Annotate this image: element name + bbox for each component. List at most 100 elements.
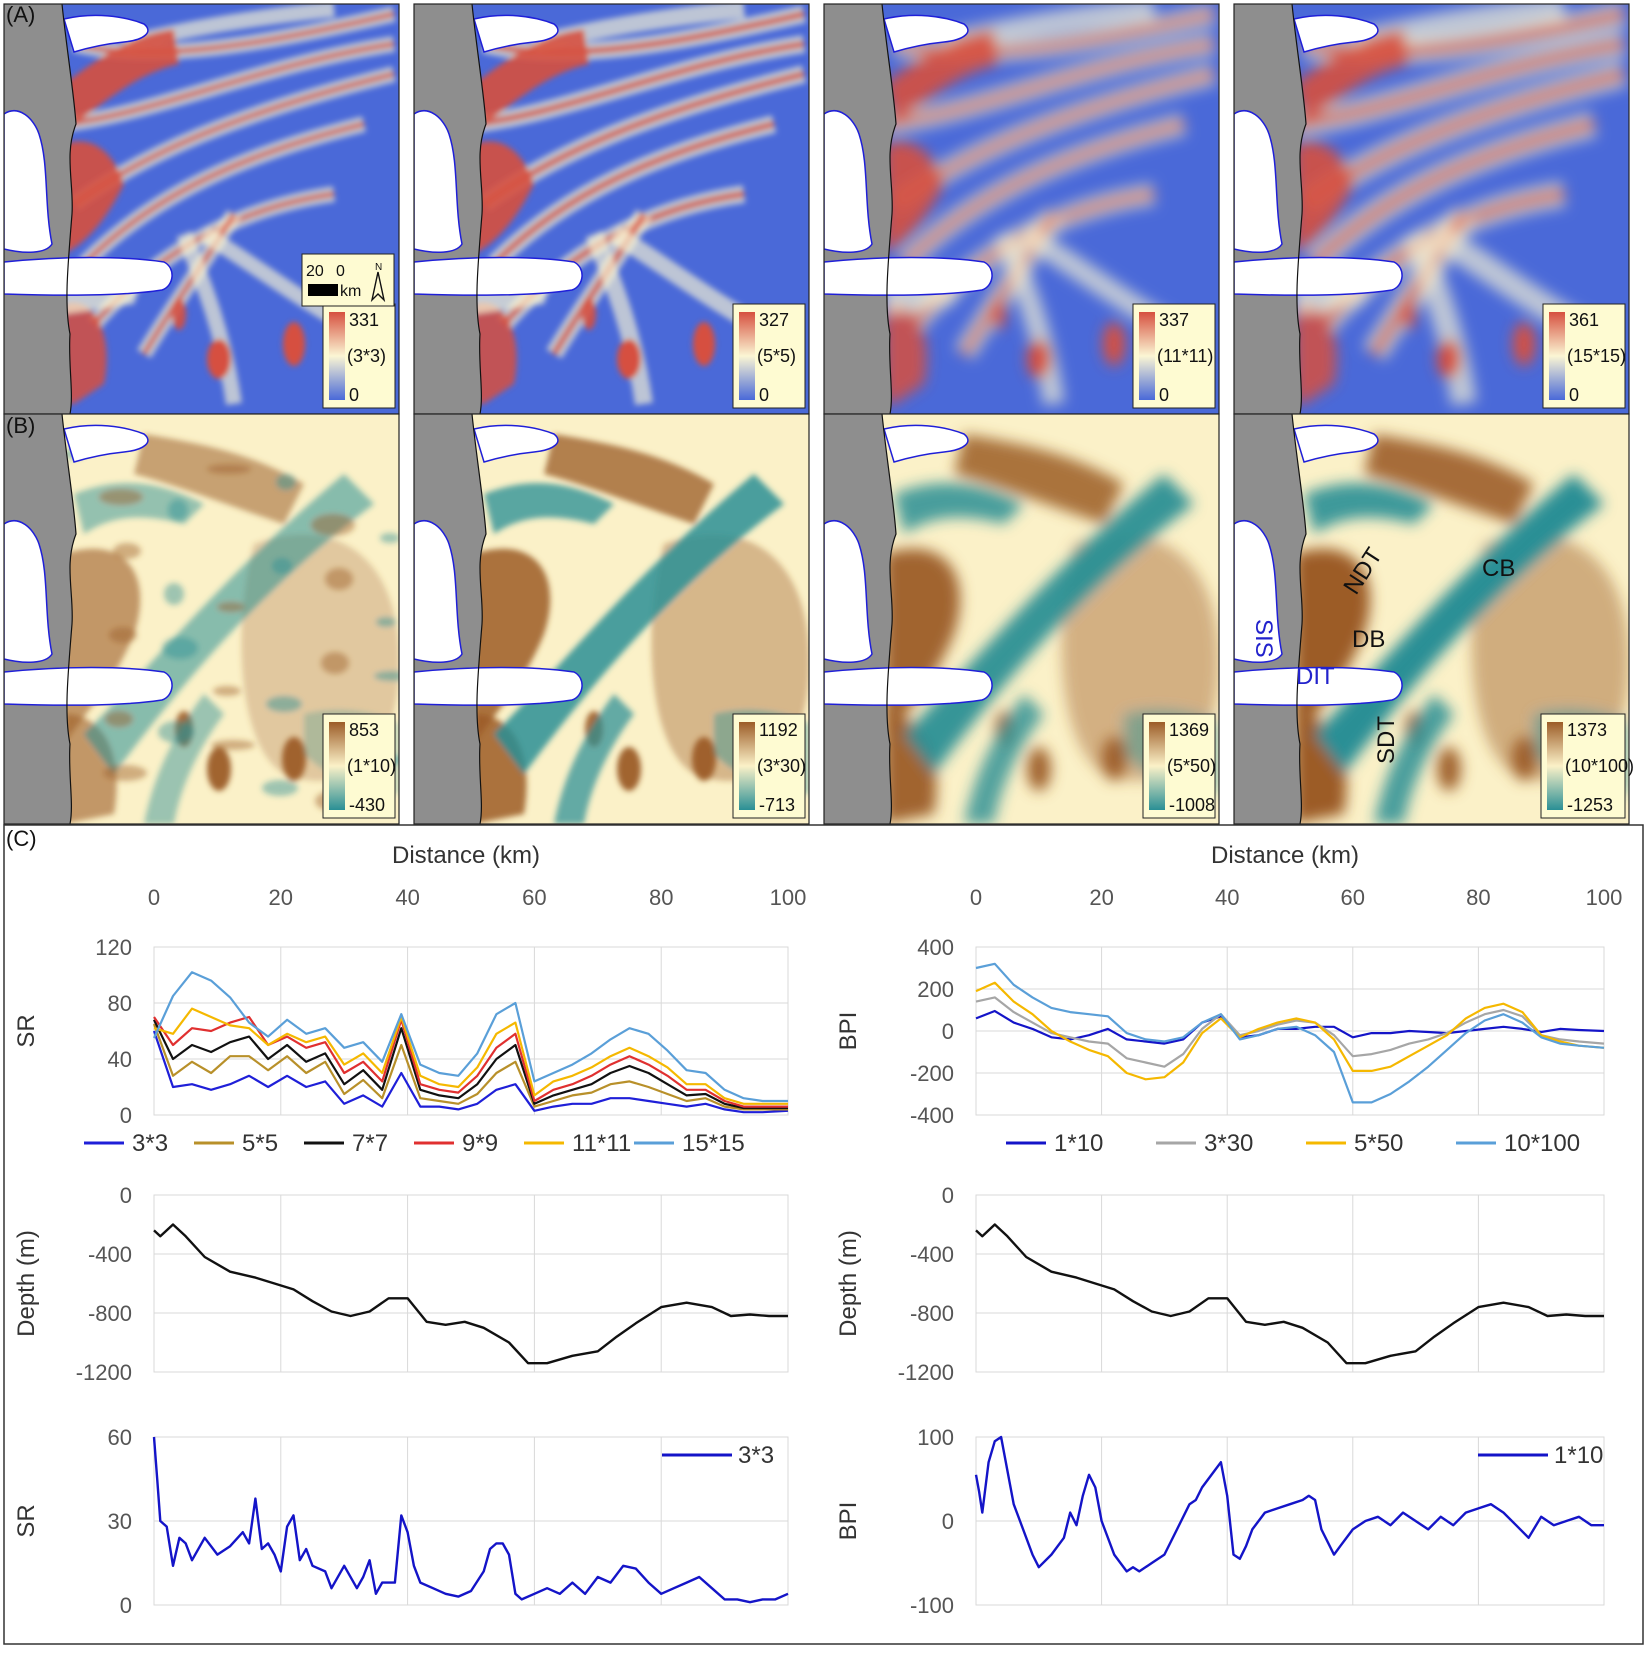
ice-tongue-dit xyxy=(414,256,583,296)
bpi-map-3: 1369 (5*50) -1008 xyxy=(823,413,1220,825)
colorbar-window: (5*5) xyxy=(757,346,796,366)
legend-label-1*10: 1*10 xyxy=(1554,1442,1603,1469)
colorbar-min: -1008 xyxy=(1169,795,1215,815)
y-tick-label: 0 xyxy=(942,1183,954,1208)
colorbar-min: -713 xyxy=(759,795,795,815)
ice-shelf-sis xyxy=(824,520,873,664)
y-tick-label: 30 xyxy=(108,1509,132,1534)
scale-unit: km xyxy=(340,283,361,300)
colorbar-legend: 1373 (10*100) -1253 xyxy=(1540,713,1634,819)
y-tick-label: 40 xyxy=(108,1047,132,1072)
y-tick-label: 0 xyxy=(120,1103,132,1128)
series-line-9*9 xyxy=(153,1015,788,1108)
ice-shelf-north xyxy=(473,424,559,463)
y-tick-label: -1200 xyxy=(76,1360,132,1385)
y-tick-label: -800 xyxy=(88,1301,132,1326)
legend-label-11*11: 11*11 xyxy=(572,1130,631,1157)
colorbar-legend: 853 (1*10) -430 xyxy=(322,713,396,819)
x-axis-title: Distance (km) xyxy=(1211,842,1359,869)
ice-tongue-dit xyxy=(414,666,583,706)
series-line-7*7 xyxy=(153,1019,788,1110)
y-tick-label: 0 xyxy=(120,1593,132,1618)
coastline xyxy=(61,414,77,824)
colorbar-max: 1369 xyxy=(1169,720,1209,740)
ice-shelf-north xyxy=(883,424,969,463)
chart-legend: 1*10 xyxy=(1478,1442,1603,1469)
series-line-11*11 xyxy=(153,1007,788,1105)
colorbar-legend: 1192 (3*30) -713 xyxy=(732,713,806,819)
colorbar-max: 361 xyxy=(1569,310,1599,330)
panel-label-a: (A) xyxy=(6,2,36,27)
series-line-5*5 xyxy=(152,1023,788,1111)
ice-shelf-sis xyxy=(414,110,463,254)
colorbar-window: (10*100) xyxy=(1565,756,1634,776)
colorbar-legend: 337 (11*11) 0 xyxy=(1132,303,1216,409)
colorbar-ramp xyxy=(1139,312,1155,400)
chart-grid xyxy=(975,946,1605,1116)
legend-label-1*10: 1*10 xyxy=(1054,1130,1103,1157)
ice-shelf-sis xyxy=(824,110,873,254)
series-line-Depth xyxy=(153,1223,788,1365)
scale-right: 0 xyxy=(336,263,345,280)
bpi-map-2: 1192 (3*30) -713 xyxy=(413,413,810,825)
legend-label-5*50: 5*50 xyxy=(1354,1130,1403,1157)
feature-label-db: DB xyxy=(1352,626,1385,653)
x-tick-label: 80 xyxy=(1466,885,1490,910)
colorbar-legend: 361 (15*15) 0 xyxy=(1542,303,1626,409)
y-tick-label: 200 xyxy=(917,977,954,1002)
colorbar-max: 1192 xyxy=(759,720,798,740)
x-axis-title: Distance (km) xyxy=(392,842,540,869)
y-tick-label: -800 xyxy=(910,1301,954,1326)
ice-tongue-dit xyxy=(4,256,173,296)
colorbar-max: 331 xyxy=(349,310,379,330)
colorbar-window: (3*30) xyxy=(757,756,806,776)
feature-label-sis: SIS xyxy=(1250,619,1277,658)
sr-map-3: 337 (11*11) 0 xyxy=(823,3,1220,415)
chart-grid xyxy=(975,1436,1605,1606)
y-axis-title: BPI xyxy=(835,1502,862,1541)
chart-bpi_1x10: -100 0 100 BPI 1*10 xyxy=(835,1425,1605,1618)
series-line-5*50 xyxy=(975,981,1605,1081)
chart-grid xyxy=(153,1194,789,1373)
colorbar-ramp xyxy=(1149,722,1165,810)
coastline xyxy=(1291,4,1307,414)
colorbar-window: (3*3) xyxy=(347,346,386,366)
coastline xyxy=(1291,414,1307,824)
north-arrow-icon xyxy=(370,271,386,303)
feature-label-sdt: SDT xyxy=(1373,716,1400,764)
map-texture xyxy=(474,434,809,824)
sr-map-2: 327 (5*5) 0 xyxy=(413,3,810,415)
ice-shelf-sis xyxy=(1234,520,1283,664)
y-tick-label: 400 xyxy=(917,935,954,960)
colorbar-ramp xyxy=(1547,722,1563,810)
legend-label-15*15: 15*15 xyxy=(682,1130,745,1157)
panel-c-frame xyxy=(3,824,1644,1645)
series-line-3*3 xyxy=(152,1030,789,1114)
colorbar-legend: 331 (3*3) 0 xyxy=(322,303,396,409)
colorbar-ramp xyxy=(739,722,755,810)
ice-shelf-north xyxy=(1293,424,1379,463)
colorbar-ramp xyxy=(1549,312,1565,400)
colorbar-max: 1373 xyxy=(1567,720,1607,740)
x-tick-label: 60 xyxy=(522,885,546,910)
y-tick-label: -400 xyxy=(88,1242,132,1267)
colorbar-legend: 327 (5*5) 0 xyxy=(732,303,806,409)
colorbar-max: 337 xyxy=(1159,310,1189,330)
ice-tongue-dit xyxy=(4,666,173,706)
y-tick-label: -200 xyxy=(910,1061,954,1086)
chart-depth_right: 0 -400 -800 -1200 Depth (m) xyxy=(835,1183,1605,1385)
ice-shelf-sis xyxy=(414,520,463,664)
chart-grid xyxy=(153,1436,789,1606)
x-tick-label: 60 xyxy=(1341,885,1365,910)
ice-tongue-dit xyxy=(1234,256,1403,296)
ice-shelf-sis xyxy=(4,520,53,664)
ice-shelf-north xyxy=(1293,14,1379,53)
chart-sr_3x3: 0 30 60 SR 3*3 xyxy=(13,1425,789,1618)
colorbar-min: -430 xyxy=(349,795,385,815)
series-line-1*10 xyxy=(974,1435,1604,1573)
chart-depth_left: 0 -400 -800 -1200 Depth (m) xyxy=(13,1183,789,1385)
x-tick-label: 0 xyxy=(970,885,982,910)
x-tick-label: 40 xyxy=(395,885,419,910)
